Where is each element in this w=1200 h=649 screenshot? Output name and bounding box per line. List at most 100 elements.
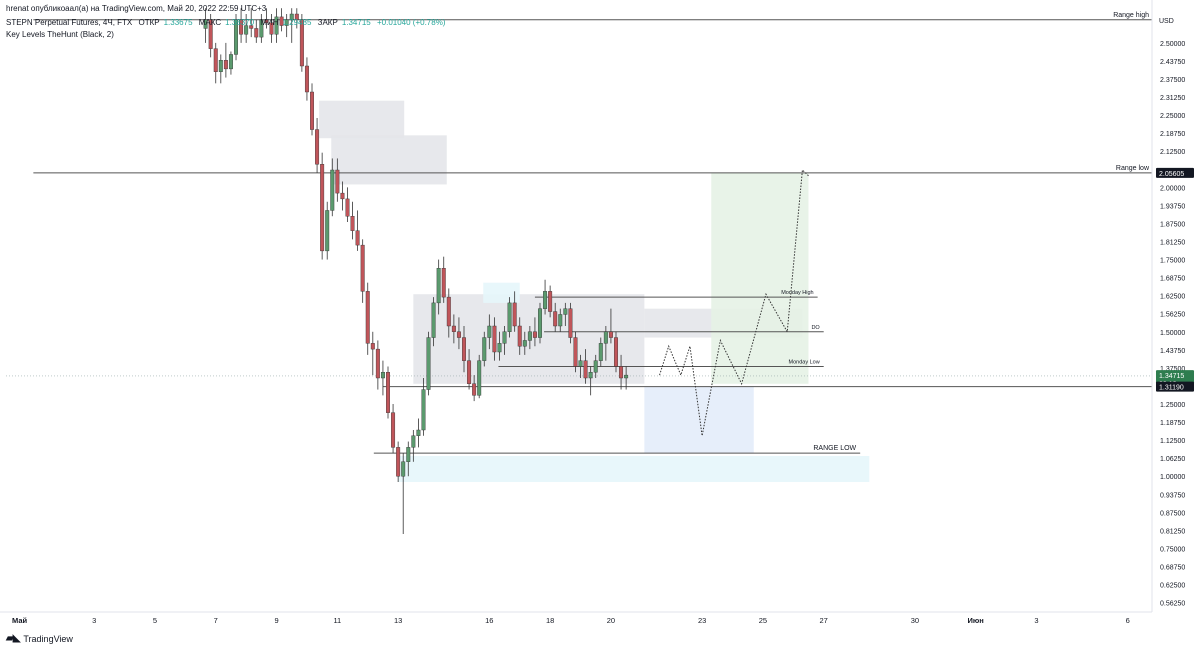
time-tick-label: 18	[546, 616, 554, 625]
time-tick-label: 6	[1126, 616, 1130, 625]
low-value: 1.29485	[282, 18, 312, 27]
levels-layer: Range high Range low Monday High DO Monday L…	[6, 12, 1152, 454]
time-axis[interactable]: Май 3 5 7 9 11 13 16 18 20 23 25 27 30 Июн 3 6	[0, 611, 1152, 625]
price-tick-label: 0.75000	[1160, 546, 1185, 553]
candle-body	[548, 291, 553, 312]
price-label-box	[1156, 381, 1194, 392]
candle-body	[482, 337, 487, 361]
time-tick-label: 30	[911, 616, 919, 625]
symbol-name[interactable]: STEPN Perpetual Futures, 4Ч, FTX	[6, 18, 133, 27]
price-tick-label: 1.25000	[1160, 402, 1185, 409]
candle-body	[492, 325, 497, 353]
candle-body	[239, 19, 244, 35]
price-tick-label: 1.06250	[1160, 456, 1185, 463]
candle-body	[320, 164, 325, 252]
candle-body	[396, 447, 401, 477]
time-tick-label: 20	[607, 616, 615, 625]
price-label-text: 1.31190	[1159, 385, 1184, 392]
candle-body	[497, 343, 502, 353]
candle-body	[462, 337, 466, 361]
price-label-text: 1.34715	[1159, 373, 1184, 380]
candle-body	[573, 337, 578, 367]
candle-body	[502, 331, 507, 344]
candle-body	[603, 331, 608, 344]
candle-body	[370, 343, 375, 350]
candle-body	[472, 383, 477, 396]
level-label: DO	[811, 325, 820, 331]
price-tick-label: 1.50000	[1160, 330, 1185, 337]
price-tick-label: 1.12500	[1160, 438, 1185, 445]
candle-body	[543, 291, 548, 309]
price-tick-label: 1.87500	[1160, 221, 1185, 228]
candle-body	[289, 13, 294, 20]
time-tick-label: 7	[214, 616, 218, 625]
zone-gray-2	[331, 135, 447, 185]
candle-body	[335, 169, 340, 194]
candles-layer	[203, 8, 629, 534]
candle-body	[593, 360, 598, 373]
candle-body	[213, 48, 218, 72]
time-tick-label: 5	[153, 616, 157, 625]
candle-body	[203, 19, 208, 29]
candle-body	[249, 25, 254, 29]
time-tick-label: 11	[333, 616, 341, 625]
candle-body	[254, 28, 259, 38]
time-tick-label: 16	[485, 616, 493, 625]
level-label: Range low	[1116, 165, 1150, 172]
level-label: Monday Low	[789, 359, 820, 365]
candle-body	[522, 340, 527, 347]
candle-body	[386, 372, 390, 413]
projection-layer	[659, 168, 809, 436]
price-tick-label: 2.50000	[1160, 41, 1185, 48]
currency-label: USD	[1159, 18, 1174, 25]
footer-brand[interactable]: ▰◣ TradingView	[6, 633, 73, 644]
candle-body	[299, 19, 304, 67]
time-tick-label: 9	[274, 616, 278, 625]
candle-body	[431, 302, 436, 338]
price-tick-label: 0.87500	[1160, 510, 1185, 517]
price-tick-label: 1.93750	[1160, 203, 1185, 210]
candle-body	[325, 210, 330, 252]
price-tick-label: 2.37500	[1160, 77, 1185, 84]
candle-body	[411, 435, 416, 448]
zone-cyan-2	[398, 456, 870, 482]
candle-body	[310, 91, 314, 130]
low-label: МИН	[260, 18, 279, 27]
level-label: RANGE LOW	[813, 445, 856, 452]
price-tick-label: 0.62500	[1160, 583, 1185, 590]
indicator-label[interactable]: Key Levels TheHunt (Black, 2)	[6, 30, 114, 39]
candle-body	[244, 25, 249, 35]
high-label: МАКС	[198, 18, 222, 27]
candle-body	[456, 331, 461, 338]
candle-body	[467, 360, 472, 384]
symbol-ohlc-legend[interactable]: STEPN Perpetual Futures, 4Ч, FTX ОТКР 1.3…	[6, 18, 449, 27]
candle-body	[578, 360, 583, 367]
candle-body	[401, 461, 406, 477]
candle-body	[218, 60, 223, 72]
price-tick-label: 1.81250	[1160, 240, 1185, 247]
time-tick-label: Июн	[968, 616, 984, 625]
price-tick-label: 2.12500	[1160, 149, 1185, 156]
publisher-line: hrenat опубликоаал(а) на TradingView.com…	[6, 4, 267, 13]
candle-body	[259, 19, 264, 38]
price-tick-label: 2.00000	[1160, 185, 1185, 192]
price-tick-label: 1.43750	[1160, 348, 1185, 355]
candle-body	[558, 314, 563, 327]
candle-body	[477, 360, 482, 396]
price-tick-label: 1.00000	[1160, 474, 1185, 481]
candle-body	[532, 331, 537, 338]
close-label: ЗАКР	[317, 18, 338, 27]
candle-body	[330, 169, 335, 211]
level-label: Range high	[1113, 12, 1149, 19]
price-axis[interactable]: USD 2.50000 2.43750 2.37500 2.31250 2.25000 2.…	[1151, 0, 1200, 649]
time-tick-label: 27	[820, 616, 828, 625]
projection-path	[659, 168, 809, 436]
candle-body	[517, 325, 522, 347]
price-tick-label: 0.81250	[1160, 528, 1185, 535]
candle-body	[208, 19, 213, 49]
candle-body	[614, 337, 618, 367]
candle-body	[234, 19, 238, 55]
price-tick-label: 2.18750	[1160, 131, 1185, 138]
candle-body	[355, 230, 360, 246]
